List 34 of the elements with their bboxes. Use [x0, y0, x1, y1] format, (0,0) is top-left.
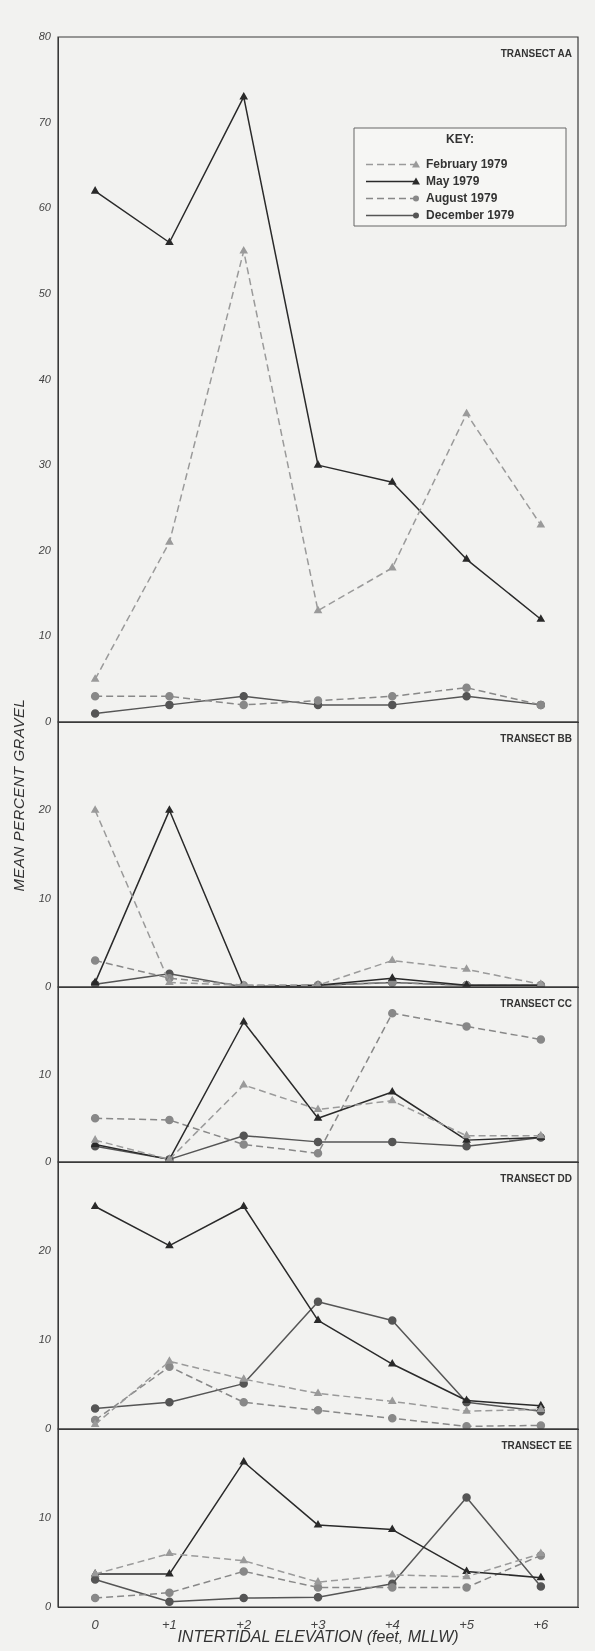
y-tick-label: 70 [38, 115, 52, 128]
y-tick-label: 0 [44, 715, 52, 728]
y-tick-label: 10 [38, 891, 52, 904]
legend-title: KEY: [446, 132, 474, 147]
y-tick-label: 60 [38, 201, 52, 214]
y-tick-label: 30 [38, 458, 52, 471]
text: TRANSECT DD [500, 1172, 572, 1184]
text: TRANSECT EE [501, 1439, 573, 1451]
x-tick-label: +6 [533, 1617, 550, 1633]
legend-label: December 1979 [426, 207, 515, 222]
text: TRANSECT CC [500, 997, 572, 1009]
x-tick-label: +1 [162, 1617, 177, 1633]
y-tick-label: 80 [38, 30, 52, 43]
y-tick-label: 0 [44, 1155, 52, 1168]
text: TRANSECT AA [500, 47, 572, 59]
y-tick-label: 10 [38, 1333, 52, 1346]
y-tick-label: 0 [44, 1422, 52, 1435]
y-tick-label: 50 [38, 286, 52, 299]
x-tick-label: 0 [91, 1617, 100, 1633]
y-tick-label: 20 [37, 1244, 52, 1257]
text: TRANSECT BB [500, 732, 572, 744]
y-axis-title: MEAN PERCENT GRAVEL [9, 698, 27, 891]
y-tick-label: 0 [44, 1600, 52, 1613]
y-tick-label: 10 [38, 1511, 52, 1524]
legend-label: May 1979 [426, 173, 480, 188]
y-tick-label: 10 [38, 1067, 52, 1080]
legend-label: February 1979 [426, 156, 508, 171]
legend-label: August 1979 [426, 190, 498, 205]
y-tick-label: 0 [44, 980, 52, 993]
y-tick-label: 20 [37, 803, 52, 816]
y-tick-label: 10 [38, 629, 52, 642]
y-tick-label: 20 [37, 543, 52, 556]
y-tick-label: 40 [38, 372, 52, 385]
x-tick-label: +5 [459, 1617, 475, 1633]
